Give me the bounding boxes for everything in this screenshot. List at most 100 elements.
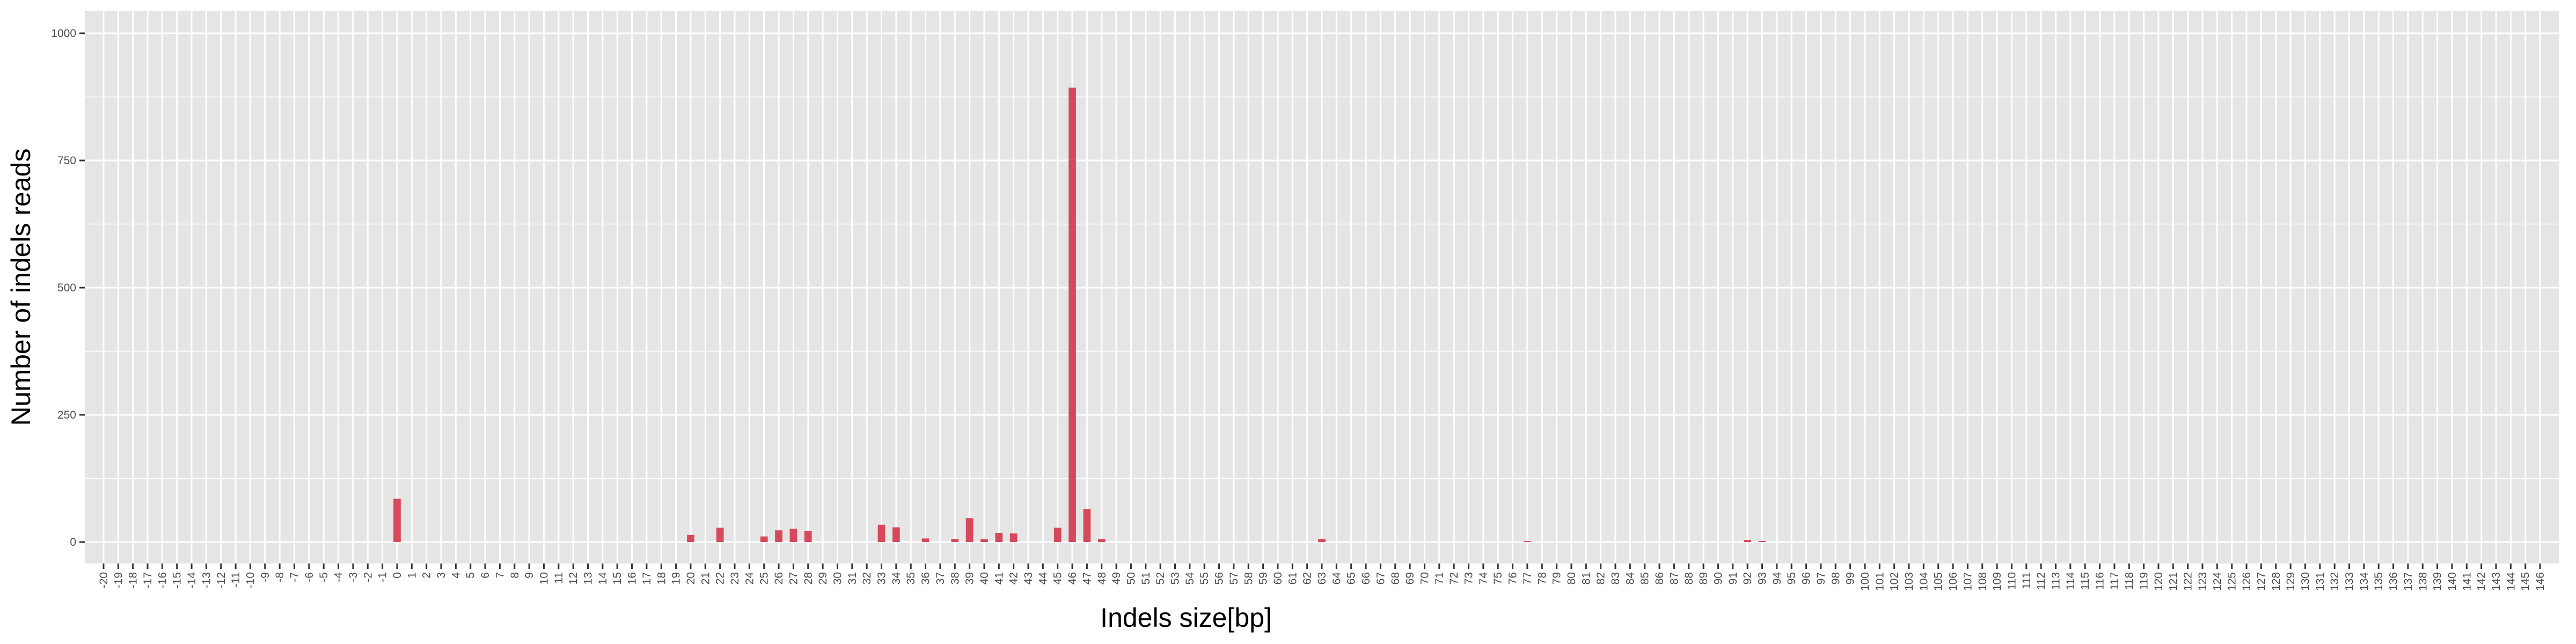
x-tick-label: 11 [553, 572, 565, 584]
x-tick-label: 38 [949, 572, 961, 584]
x-tick-label: 56 [1213, 572, 1226, 584]
x-tick-label: 115 [2079, 572, 2091, 590]
x-tick-label: 127 [2255, 572, 2267, 591]
x-tick-label: 84 [1624, 572, 1636, 585]
bar [393, 499, 401, 542]
x-tick-label: 138 [2417, 572, 2429, 591]
bar [1758, 541, 1766, 542]
x-tick-label: 87 [1668, 572, 1680, 584]
x-tick-label: 90 [1712, 572, 1724, 584]
bar [687, 535, 694, 542]
x-tick-label: 110 [2006, 572, 2018, 590]
x-axis-title: Indels size[bp] [1100, 603, 1272, 633]
x-tick-label: 9 [523, 572, 536, 579]
x-tick-label: 119 [2138, 572, 2150, 590]
x-tick-label: 122 [2182, 572, 2194, 591]
x-tick-label: 112 [2035, 572, 2047, 590]
x-tick-label: 126 [2241, 572, 2253, 591]
x-tick-label: 45 [1052, 572, 1064, 584]
x-tick-label: -5 [318, 572, 330, 582]
x-tick-label: 96 [1801, 572, 1813, 584]
bar [1053, 528, 1062, 542]
x-tick-label: 64 [1330, 572, 1343, 585]
x-tick-label: 42 [1008, 572, 1020, 584]
x-tick-label: 100 [1859, 572, 1871, 591]
x-tick-label: 137 [2402, 572, 2414, 591]
bar [716, 528, 724, 542]
x-tick-label: 37 [934, 572, 947, 584]
x-tick-label: 140 [2446, 572, 2458, 591]
x-tick-label: 133 [2344, 572, 2356, 591]
y-tick-label: 750 [57, 155, 76, 167]
x-tick-label: -19 [112, 572, 125, 588]
x-tick-label: 83 [1609, 572, 1622, 584]
x-tick-label: 75 [1492, 572, 1504, 584]
x-tick-label: 113 [2050, 572, 2062, 590]
x-tick-label: 85 [1639, 572, 1651, 584]
x-tick-label: -18 [127, 572, 140, 588]
x-tick-label: 7 [494, 572, 506, 579]
bar [921, 538, 930, 542]
x-tick-label: -17 [142, 572, 154, 588]
x-tick-label: 81 [1580, 572, 1592, 584]
bar [760, 536, 768, 542]
x-tick-label: 43 [1022, 572, 1035, 584]
x-tick-label: 4 [450, 572, 462, 579]
x-tick-label: 68 [1389, 572, 1402, 584]
bar [1744, 540, 1751, 542]
x-tick-label: 14 [597, 572, 609, 585]
bar [980, 539, 988, 542]
x-tick-label: 16 [626, 572, 639, 584]
bar [1097, 539, 1106, 542]
x-tick-label: 57 [1228, 572, 1240, 584]
x-tick-label: -16 [156, 572, 169, 588]
x-tick-label: 88 [1683, 572, 1695, 584]
x-tick-label: 12 [567, 572, 580, 584]
x-tick-label: 15 [611, 572, 624, 584]
x-tick-label: 109 [1991, 572, 2003, 591]
x-tick-label: 117 [2109, 572, 2121, 590]
x-axis: -20 -19 -18 -17 -16 -15 -14 -13 -12 -11 -10 -9 -8 -7-… [98, 564, 2546, 591]
x-tick-label: 46 [1066, 572, 1079, 584]
x-tick-label: 136 [2388, 572, 2400, 591]
x-tick-label: 20 [685, 572, 697, 584]
x-tick-label: 123 [2197, 572, 2209, 591]
bar [877, 524, 885, 542]
x-tick-label: 108 [1977, 572, 1989, 591]
x-tick-label: 33 [876, 572, 888, 584]
bar [1083, 509, 1091, 542]
x-tick-label: 146 [2534, 572, 2546, 591]
x-tick-label: 93 [1757, 572, 1769, 584]
x-tick-label: 28 [802, 572, 815, 584]
x-tick-label: 95 [1785, 572, 1798, 584]
x-tick-label: 78 [1536, 572, 1548, 584]
x-tick-label: 82 [1595, 572, 1607, 584]
x-tick-label: 47 [1081, 572, 1093, 584]
x-tick-label: -20 [98, 572, 110, 588]
x-tick-label: 141 [2461, 572, 2473, 591]
x-tick-label: 22 [714, 572, 727, 584]
x-tick-label: -13 [200, 572, 213, 588]
x-tick-label: 44 [1037, 572, 1049, 585]
x-tick-label: 65 [1345, 572, 1358, 584]
bar [1318, 539, 1326, 542]
x-tick-label: 142 [2476, 572, 2488, 591]
x-tick-label: 66 [1360, 572, 1372, 584]
x-tick-label: 139 [2432, 572, 2444, 591]
x-tick-label: 128 [2270, 572, 2282, 591]
bar [1009, 533, 1018, 542]
bar [892, 527, 900, 542]
x-tick-label: -6 [303, 572, 316, 582]
x-tick-label: 103 [1903, 572, 1915, 591]
x-tick-label: 80 [1565, 572, 1578, 584]
x-tick-label: 32 [861, 572, 873, 584]
x-tick-label: 63 [1316, 572, 1328, 584]
x-tick-label: 125 [2226, 572, 2238, 591]
x-tick-label: 25 [758, 572, 771, 584]
x-tick-label: 35 [905, 572, 917, 584]
x-tick-label: 106 [1947, 572, 1959, 591]
x-tick-label: 102 [1889, 572, 1901, 591]
x-tick-label: 3 [435, 572, 448, 579]
x-tick-label: -11 [230, 572, 242, 588]
